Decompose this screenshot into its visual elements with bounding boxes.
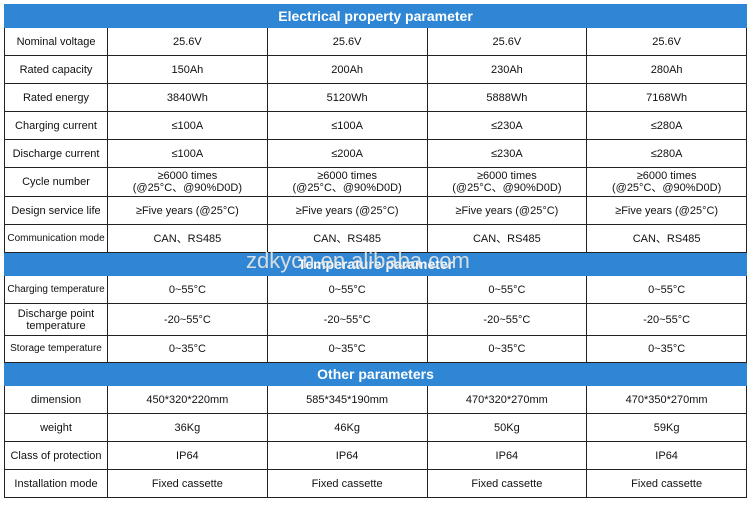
row-label: Rated energy	[4, 83, 108, 112]
section-header-electrical: Electrical property parameter	[4, 4, 747, 28]
cell-value: Fixed cassette	[107, 469, 268, 498]
row-label: Rated capacity	[4, 55, 108, 84]
row-label: weight	[4, 413, 108, 442]
cell-value: -20~55°C	[426, 303, 588, 336]
cell-value: ≤280A	[586, 111, 747, 140]
cell-value: 450*320*220mm	[107, 385, 268, 414]
cell-value: ≤280A	[586, 139, 747, 168]
table-row: Cycle number ≥6000 times (@25°C、@90%D0D) …	[4, 167, 747, 197]
cell-value: 0~35°C	[266, 335, 428, 363]
cell-value: 36Kg	[107, 413, 268, 442]
cell-value: 0~55°C	[107, 275, 268, 304]
cell-value: ≥6000 times (@25°C、@90%D0D)	[266, 167, 428, 197]
table-row: Design service life ≥Five years (@25°C) …	[4, 196, 747, 225]
cell-value: 0~55°C	[586, 275, 747, 304]
cell-value: ≤100A	[266, 111, 428, 140]
cell-value: ≥6000 times (@25°C、@90%D0D)	[586, 167, 747, 197]
cell-value: -20~55°C	[586, 303, 747, 336]
cell-value: CAN、RS485	[266, 224, 428, 253]
section-header-temperature: Temperature parameter	[4, 252, 747, 276]
table-row: Discharge point temperature -20~55°C -20…	[4, 303, 747, 336]
cell-value: ≤200A	[266, 139, 428, 168]
row-label: Installation mode	[4, 469, 108, 498]
table-row: Rated energy 3840Wh 5120Wh 5888Wh 7168Wh	[4, 83, 747, 112]
row-label: Nominal voltage	[4, 27, 108, 56]
table-row: Communication mode CAN、RS485 CAN、RS485 C…	[4, 224, 747, 253]
cell-value: Fixed cassette	[266, 469, 428, 498]
cell-value: 585*345*190mm	[266, 385, 428, 414]
cell-value: 0~35°C	[426, 335, 588, 363]
cell-value: CAN、RS485	[426, 224, 588, 253]
table-row: Charging current ≤100A ≤100A ≤230A ≤280A	[4, 111, 747, 140]
table-row: Charging temperature 0~55°C 0~55°C 0~55°…	[4, 275, 747, 304]
section-header-other: Other parameters	[4, 362, 747, 386]
cell-value: 59Kg	[586, 413, 747, 442]
table-row: dimension 450*320*220mm 585*345*190mm 47…	[4, 385, 747, 414]
cell-value: CAN、RS485	[586, 224, 747, 253]
cell-value: IP64	[426, 441, 588, 470]
cell-value: CAN、RS485	[107, 224, 268, 253]
cell-value: 25.6V	[266, 27, 428, 56]
cell-value: ≤230A	[426, 111, 588, 140]
cell-value: ≥6000 times (@25°C、@90%D0D)	[426, 167, 588, 197]
table-row: Storage temperature 0~35°C 0~35°C 0~35°C…	[4, 335, 747, 363]
cell-value: 150Ah	[107, 55, 268, 84]
cell-value: -20~55°C	[107, 303, 268, 336]
cell-value: 230Ah	[426, 55, 588, 84]
cell-value: IP64	[266, 441, 428, 470]
row-label: Discharge current	[4, 139, 108, 168]
cell-value: 200Ah	[266, 55, 428, 84]
row-label: Design service life	[4, 196, 108, 225]
row-label: Charging current	[4, 111, 108, 140]
cell-value: -20~55°C	[266, 303, 428, 336]
cell-value: 5120Wh	[266, 83, 428, 112]
cell-value: 50Kg	[426, 413, 588, 442]
table-row: Class of protection IP64 IP64 IP64 IP64	[4, 441, 747, 470]
table-row: weight 36Kg 46Kg 50Kg 59Kg	[4, 413, 747, 442]
spec-sheet: Electrical property parameter Nominal vo…	[4, 4, 747, 498]
cell-value: 0~35°C	[586, 335, 747, 363]
section-title: Temperature parameter	[4, 252, 747, 276]
table-row: Rated capacity 150Ah 200Ah 230Ah 280Ah	[4, 55, 747, 84]
cell-value: 46Kg	[266, 413, 428, 442]
section-title: Other parameters	[4, 362, 747, 386]
cell-value: Fixed cassette	[586, 469, 747, 498]
section-title: Electrical property parameter	[4, 4, 747, 28]
cell-value: 0~35°C	[107, 335, 268, 363]
row-label: Charging temperature	[4, 275, 108, 304]
cell-value: 0~55°C	[426, 275, 588, 304]
cell-value: ≤100A	[107, 111, 268, 140]
cell-value: ≥Five years (@25°C)	[107, 196, 268, 225]
cell-value: ≥Five years (@25°C)	[586, 196, 747, 225]
cell-value: IP64	[107, 441, 268, 470]
parameter-table: Electrical property parameter Nominal vo…	[4, 4, 747, 498]
row-label: dimension	[4, 385, 108, 414]
row-label: Class of protection	[4, 441, 108, 470]
cell-value: 3840Wh	[107, 83, 268, 112]
cell-value: ≥Five years (@25°C)	[426, 196, 588, 225]
cell-value: 25.6V	[107, 27, 268, 56]
cell-value: ≥Five years (@25°C)	[266, 196, 428, 225]
cell-value: 7168Wh	[586, 83, 747, 112]
cell-value: 25.6V	[426, 27, 588, 56]
cell-value: 470*350*270mm	[586, 385, 747, 414]
row-label: Communication mode	[4, 224, 108, 253]
table-row: Installation mode Fixed cassette Fixed c…	[4, 469, 747, 498]
cell-value: 25.6V	[586, 27, 747, 56]
cell-value: 0~55°C	[266, 275, 428, 304]
row-label: Discharge point temperature	[4, 303, 108, 336]
row-label: Storage temperature	[4, 335, 108, 363]
cell-value: Fixed cassette	[426, 469, 588, 498]
row-label: Cycle number	[4, 167, 108, 197]
cell-value: 470*320*270mm	[426, 385, 588, 414]
cell-value: IP64	[586, 441, 747, 470]
cell-value: ≥6000 times (@25°C、@90%D0D)	[107, 167, 268, 197]
cell-value: ≤100A	[107, 139, 268, 168]
table-row: Nominal voltage 25.6V 25.6V 25.6V 25.6V	[4, 27, 747, 56]
cell-value: 280Ah	[586, 55, 747, 84]
cell-value: 5888Wh	[426, 83, 588, 112]
cell-value: ≤230A	[426, 139, 588, 168]
table-row: Discharge current ≤100A ≤200A ≤230A ≤280…	[4, 139, 747, 168]
